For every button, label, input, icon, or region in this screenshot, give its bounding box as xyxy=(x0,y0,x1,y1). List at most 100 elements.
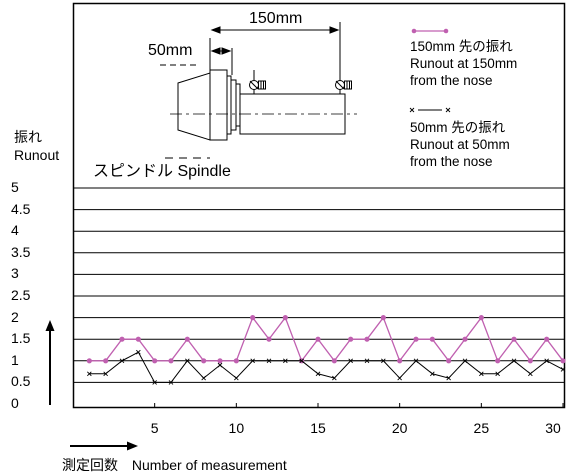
data-point-50mm xyxy=(446,375,451,381)
data-point-150mm xyxy=(217,358,223,364)
spindle-label-en: Spindle xyxy=(177,163,231,180)
legend-50-en-2: from the nose xyxy=(410,154,493,169)
data-point-150mm xyxy=(429,336,435,342)
dial-gauge-50 xyxy=(249,80,266,94)
dim-150-label: 150mm xyxy=(249,10,303,27)
data-point-50mm xyxy=(479,371,484,377)
y-tick-label: 2 xyxy=(11,308,19,325)
y-tick-label: 1 xyxy=(11,351,19,368)
data-point-150mm xyxy=(462,336,468,342)
data-point-50mm xyxy=(495,371,500,377)
data-point-50mm xyxy=(462,358,468,364)
data-point-150mm xyxy=(495,358,501,364)
data-point-150mm xyxy=(315,336,321,342)
y-axis-arrow xyxy=(45,320,55,405)
x-tick-label: 5 xyxy=(150,420,159,436)
data-point-150mm xyxy=(511,336,517,342)
data-point-150mm xyxy=(168,358,174,364)
data-point-50mm xyxy=(544,358,549,364)
series-50mm-line xyxy=(89,351,564,383)
data-point-150mm xyxy=(413,336,419,342)
data-point-50mm xyxy=(332,375,337,381)
data-point-50mm xyxy=(217,362,223,368)
spindle-body xyxy=(177,72,211,141)
gridlines xyxy=(73,187,565,383)
data-point-150mm xyxy=(527,358,533,364)
y-tick-label: 4 xyxy=(11,222,19,239)
y-tick-label: 2.5 xyxy=(11,287,31,303)
data-point-50mm xyxy=(103,371,108,377)
data-point-50mm xyxy=(430,371,435,377)
spindle-flange xyxy=(209,69,228,141)
data-point-50mm xyxy=(119,358,125,364)
spindle-label: スピンドル Spindle xyxy=(93,163,231,180)
data-point-50mm xyxy=(250,358,255,364)
data-point-150mm xyxy=(331,358,337,364)
x-axis-arrow xyxy=(70,441,138,451)
legend-150: 150mm 先の振れ Runout at 150mm from the nose xyxy=(410,38,517,89)
data-point-150mm xyxy=(560,358,566,364)
legend-150-en-2: from the nose xyxy=(410,73,493,88)
legend-50: 50mm 先の振れ Runout at 50mm from the nose xyxy=(410,119,510,170)
legend-marker-50 xyxy=(409,107,451,113)
y-axis-label-en: Runout xyxy=(14,147,60,163)
x-tick-label: 15 xyxy=(310,420,326,436)
data-point-50mm xyxy=(381,358,386,364)
data-point-150mm xyxy=(184,336,190,342)
data-point-150mm xyxy=(446,358,452,364)
y-tick-label: 0.5 xyxy=(11,373,31,390)
data-point-50mm xyxy=(315,371,321,377)
y-axis-label: 振れ Runout xyxy=(14,128,59,164)
x-tick-label: 25 xyxy=(473,420,490,436)
data-point-50mm xyxy=(201,375,206,381)
data-point-150mm xyxy=(478,315,484,321)
legend-150-ja: 150mm 先の振れ xyxy=(410,39,513,54)
x-axis-label-en: Number of measurement xyxy=(131,457,287,473)
data-point-50mm xyxy=(185,358,190,364)
y-tick-label: 3.5 xyxy=(11,243,31,260)
data-point-50mm xyxy=(266,358,272,364)
y-tick-label: 5 xyxy=(11,179,19,195)
x-tick-label: 10 xyxy=(228,420,245,436)
data-point-150mm xyxy=(201,358,207,364)
data-point-150mm xyxy=(135,336,141,342)
data-point-150mm xyxy=(282,315,288,321)
tool-holder-ring-3 xyxy=(235,83,241,127)
data-point-50mm xyxy=(511,358,517,364)
y-tick-label: 0 xyxy=(11,395,19,411)
legend-150-en-1: Runout at 150mm xyxy=(410,56,518,71)
data-point-150mm xyxy=(152,358,158,364)
spindle-diagram xyxy=(160,22,357,159)
x-tick-label: 20 xyxy=(391,420,408,436)
data-point-150mm xyxy=(250,315,256,321)
y-tick-label: 4.5 xyxy=(11,200,31,217)
x-axis-label-ja: 測定回数 xyxy=(62,457,118,473)
data-point-150mm xyxy=(364,336,370,342)
data-point-150mm xyxy=(103,358,109,364)
data-point-50mm xyxy=(560,367,566,372)
data-point-50mm xyxy=(528,371,533,377)
dial-gauge-150 xyxy=(335,80,352,94)
y-axis-label-ja: 振れ xyxy=(14,129,42,145)
data-point-50mm xyxy=(348,358,353,364)
data-point-50mm xyxy=(397,375,402,381)
data-point-150mm xyxy=(266,336,272,342)
data-point-150mm xyxy=(397,358,403,364)
data-point-50mm xyxy=(364,358,370,364)
data-point-150mm xyxy=(119,336,125,342)
data-point-50mm xyxy=(136,349,141,355)
data-point-50mm xyxy=(152,380,157,385)
data-point-50mm xyxy=(168,380,174,385)
data-point-50mm xyxy=(87,371,92,377)
data-point-150mm xyxy=(380,315,386,321)
tool-holder-ring-2 xyxy=(230,79,237,131)
data-point-150mm xyxy=(86,358,92,364)
series-150mm-line xyxy=(89,316,564,363)
x-tick-label: 30 xyxy=(545,420,561,436)
x-ticks xyxy=(154,403,564,408)
series-layer xyxy=(86,315,566,385)
x-axis-label: 測定回数 Number of measurement xyxy=(62,457,287,474)
data-point-150mm xyxy=(544,336,550,342)
data-point-150mm xyxy=(348,336,354,342)
